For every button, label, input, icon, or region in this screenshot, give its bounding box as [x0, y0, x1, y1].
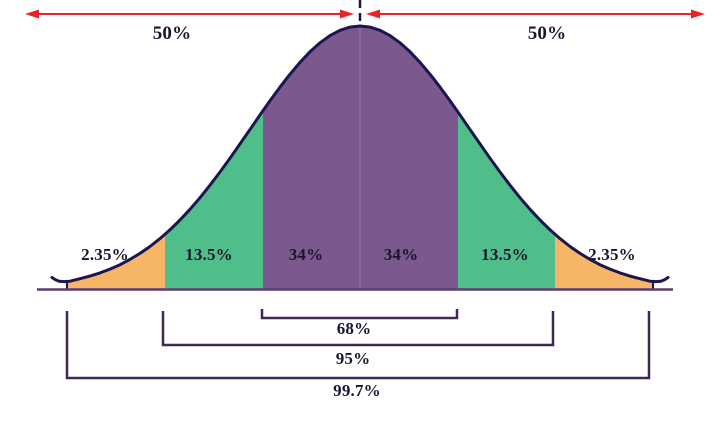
- label-34-left: 34%: [288, 245, 324, 264]
- bracket-68: [260, 309, 459, 320]
- label-99-7: 99.7%: [333, 381, 381, 400]
- left-half-arrowhead-inner: [340, 9, 354, 19]
- label-34-right: 34%: [383, 245, 419, 264]
- bell-curve-line: [50, 24, 670, 284]
- bracket-95: [161, 311, 555, 347]
- right-half-arrowhead-outer: [691, 9, 705, 19]
- label-2-35-left: 2.35%: [81, 245, 129, 264]
- label-68: 68%: [336, 319, 372, 338]
- label-2-35-right: 2.35%: [588, 245, 636, 264]
- bracket-997: [65, 311, 651, 380]
- left-half-arrowhead-outer: [25, 9, 39, 19]
- label-95: 95%: [335, 349, 371, 368]
- label-13-5-right: 13.5%: [481, 245, 529, 264]
- right-half-arrowhead-inner: [366, 9, 380, 19]
- label-50-right: 50%: [527, 23, 567, 44]
- half-arrows: [25, 9, 705, 19]
- label-13-5-left: 13.5%: [185, 245, 233, 264]
- shaded-bands: [67, 26, 653, 289]
- label-50-left: 50%: [152, 23, 192, 44]
